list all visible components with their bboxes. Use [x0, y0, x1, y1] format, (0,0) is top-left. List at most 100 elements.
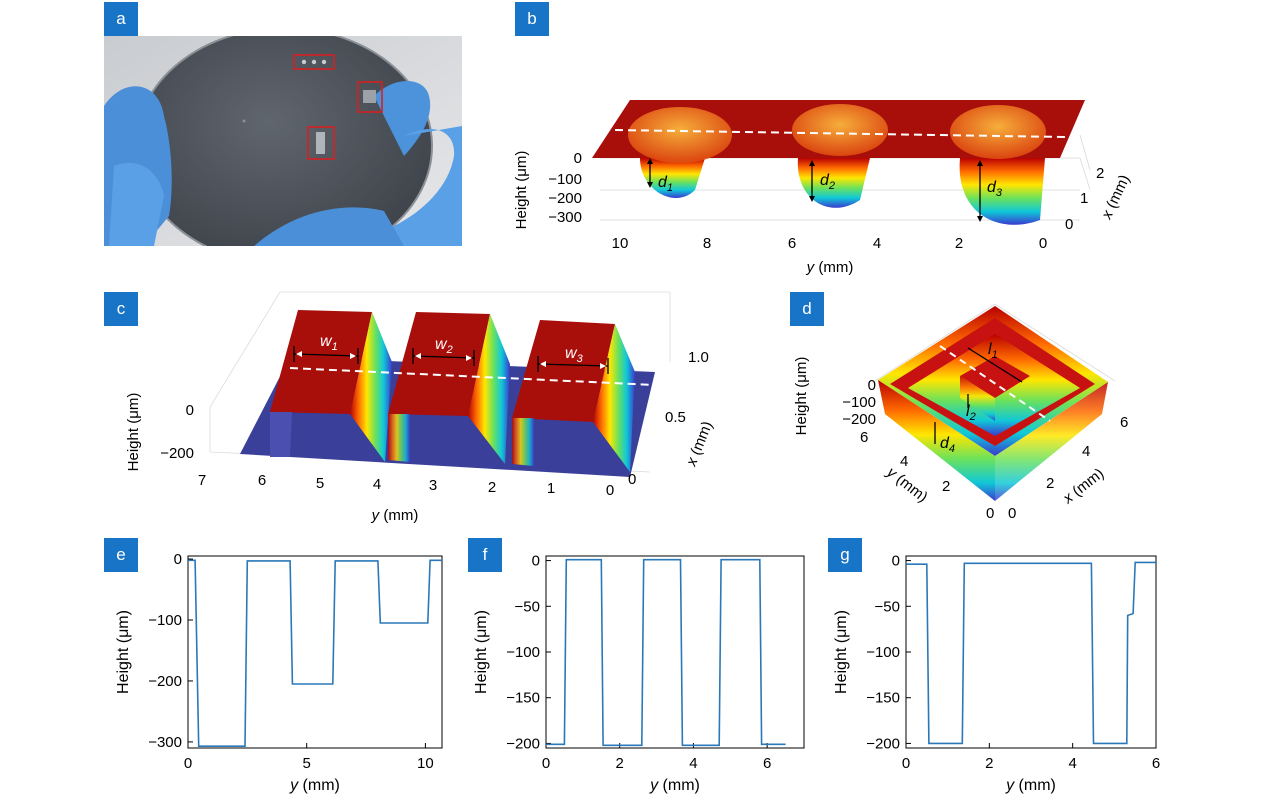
plot-frame	[545, 555, 805, 749]
b-y-tick: 4	[873, 235, 881, 252]
y-axis-label: Height (μm)	[473, 610, 490, 694]
d-x-tick: 4	[1082, 443, 1090, 460]
d-y-tick: 4	[900, 453, 908, 470]
profile-line	[906, 561, 1156, 745]
d-x-tick: 0	[1008, 505, 1016, 522]
c-x-tick: 0.5	[665, 409, 686, 426]
x-tick-label: 2	[985, 755, 993, 772]
y-tick-label: −50	[515, 598, 540, 615]
y-tick-label: −200	[148, 673, 182, 690]
y-tick-label: −100	[506, 644, 540, 661]
c-y-tick: 3	[429, 477, 437, 494]
y-tick-label: −150	[866, 690, 900, 707]
b-y-tick: 10	[612, 235, 629, 252]
d-z-label: Height (μm)	[793, 357, 810, 436]
plot-frame	[187, 555, 443, 749]
annotation-l2: l2	[966, 403, 976, 423]
c-y-tick: 2	[488, 479, 496, 496]
panel-label-g: g	[828, 538, 862, 572]
pit-3	[959, 158, 1045, 225]
annotation-d1: d1	[658, 174, 673, 194]
panel-label-a: a	[104, 2, 138, 36]
annotation-d3: d3	[987, 179, 1003, 199]
b-z-tick: −100	[548, 171, 582, 188]
x-axis-label: y (mm)	[649, 777, 700, 794]
wafer-photo	[104, 36, 462, 246]
c-y-tick: 1	[547, 480, 555, 497]
mesa-1	[270, 310, 392, 462]
annotation-d2: d2	[820, 172, 835, 192]
panel-label-b: b	[515, 2, 549, 36]
c-y-tick: 7	[198, 472, 206, 489]
y-tick-label: 0	[174, 551, 182, 568]
annotation-l1: l1	[988, 341, 998, 361]
annotation-w2: w2	[435, 336, 453, 356]
y-axis-label: Height (μm)	[115, 610, 132, 694]
x-tick-label: 0	[902, 755, 910, 772]
c-z-label: Height (μm)	[125, 393, 142, 472]
d-x-tick: 2	[1046, 475, 1054, 492]
y-tick-label: −100	[866, 644, 900, 661]
c-y-tick: 5	[316, 475, 324, 492]
surface-plot-d: l1 l2 d4 0 −100 −200 Height (μm) 6 4 2 0…	[793, 303, 1128, 522]
d-y-tick: 0	[986, 505, 994, 522]
profile-line	[188, 559, 442, 747]
y-tick-label: −150	[506, 690, 540, 707]
d-z-tick: 0	[868, 377, 876, 394]
b-z-tick: −200	[548, 190, 582, 207]
annotation-w1: w1	[320, 333, 338, 353]
x-tick-label: 0	[184, 755, 192, 772]
y-tick-label: −300	[148, 734, 182, 751]
y-tick-label: 0	[532, 553, 540, 570]
c-y-tick: 0	[606, 482, 614, 499]
x-axis-label: y (mm)	[289, 777, 340, 794]
x-tick-label: 0	[542, 755, 550, 772]
profile-chart-e: 0 5 10 0 −100 −200 −300 y (mm) Height (μm)	[115, 551, 443, 794]
pit-1	[640, 158, 705, 199]
y-axis-label: Height (μm)	[833, 610, 850, 694]
c-x-label: x (mm)	[683, 419, 717, 470]
c-y-tick: 4	[373, 476, 381, 493]
mesa-3	[512, 320, 635, 472]
profile-chart-g: 0 2 4 6 0 −50 −100 −150 −200 y (mm) Height (μm)	[833, 553, 1160, 794]
y-tick-label: 0	[892, 553, 900, 570]
surface-plot-b: d1 d2 d3 0 −100 −200 −300 Height (μm) 10…	[513, 100, 1133, 276]
b-z-label: Height (μm)	[513, 151, 530, 230]
profile-line	[546, 558, 786, 747]
x-tick-label: 6	[1152, 755, 1160, 772]
y-tick-label: −100	[148, 612, 182, 629]
plot-frame	[905, 555, 1157, 749]
panel-label-e: e	[104, 538, 138, 572]
b-y-tick: 6	[788, 235, 796, 252]
c-y-tick: 6	[258, 472, 266, 489]
b-y-tick: 8	[703, 235, 711, 252]
c-x-tick: 1.0	[688, 349, 709, 366]
y-tick-label: −200	[866, 735, 900, 752]
b-z-tick: −300	[548, 209, 582, 226]
x-tick-label: 6	[763, 755, 771, 772]
mesa-2	[388, 312, 510, 464]
surface-plot-c: w1 w2 w3 0 −200 Height (μm) 7 6 5 4 3 2 …	[125, 291, 717, 524]
x-tick-label: 4	[689, 755, 697, 772]
y-tick-label: −200	[506, 735, 540, 752]
b-x-tick: 2	[1096, 165, 1104, 182]
b-x-tick: 1	[1080, 190, 1088, 207]
d-x-label: x (mm)	[1059, 465, 1107, 508]
c-z-tick: −200	[160, 445, 194, 462]
x-tick-label: 5	[303, 755, 311, 772]
annotation-d4: d4	[940, 435, 955, 455]
c-y-label: y (mm)	[371, 507, 419, 524]
b-y-label: y (mm)	[806, 259, 854, 276]
d-z-tick: −200	[842, 411, 876, 428]
d-x-tick: 6	[1120, 414, 1128, 431]
d-y-tick: 6	[860, 429, 868, 446]
b-y-tick: 2	[955, 235, 963, 252]
d-y-tick: 2	[942, 478, 950, 495]
center-mesa	[960, 356, 1030, 398]
panel-label-f: f	[468, 538, 502, 572]
b-y-tick: 0	[1039, 235, 1047, 252]
c-x-tick: 0	[628, 471, 636, 488]
profile-chart-f: 0 2 4 6 0 −50 −100 −150 −200 y (mm) Height (μm)	[473, 553, 805, 794]
x-axis-label: y (mm)	[1005, 777, 1056, 794]
annotation-w3: w3	[565, 345, 584, 365]
